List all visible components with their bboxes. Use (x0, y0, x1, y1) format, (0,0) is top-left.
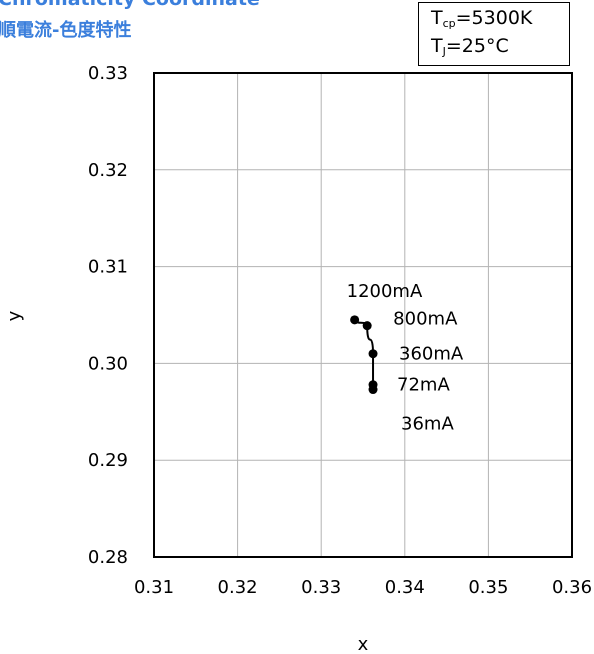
grid (154, 73, 572, 557)
x-tick-label: 0.33 (301, 577, 341, 598)
y-tick-label: 0.32 (88, 160, 128, 181)
chart-title: Chromaticity Coordinate (0, 0, 260, 10)
condition-tj-symbol: T (431, 35, 443, 57)
ticks: 0.31 0.32 0.33 0.34 0.35 0.36 0.28 0.29 0.30 0.31… (88, 63, 592, 598)
conditions-box: Tcp=5300K TJ=25°C (418, 2, 570, 66)
x-tick-label: 0.31 (134, 577, 174, 598)
x-tick-label: 0.35 (468, 577, 508, 598)
y-tick-label: 0.30 (88, 353, 128, 374)
condition-tj-value: =25°C (445, 35, 509, 57)
x-tick-label: 0.34 (385, 577, 425, 598)
y-tick-label: 0.28 (88, 547, 128, 568)
data-label: 360mA (399, 344, 464, 365)
condition-cct-value: =5300K (455, 7, 533, 29)
y-tick-label: 0.29 (88, 450, 128, 471)
data-label: 800mA (393, 309, 458, 330)
data-point (362, 321, 372, 331)
y-tick-label: 0.33 (88, 63, 128, 84)
data-point (350, 315, 360, 325)
x-axis-label: x (358, 634, 369, 654)
data-label: 1200mA (347, 281, 423, 302)
condition-cct: Tcp=5300K (431, 7, 532, 30)
condition-tj-subscript: J (442, 45, 446, 58)
condition-cct-symbol: T (431, 7, 443, 29)
data-label: 72mA (397, 375, 450, 396)
data-point (368, 380, 378, 390)
y-tick-label: 0.31 (88, 257, 128, 278)
data-point (368, 349, 378, 359)
data-label: 36mA (401, 414, 454, 435)
data-series: 36mA 72mA 360mA 800mA 1200mA (347, 281, 464, 435)
plot-frame (153, 72, 573, 558)
x-tick-label: 0.32 (218, 577, 258, 598)
x-tick-label: 0.36 (552, 577, 592, 598)
chart-subtitle: 順電流-色度特性 (0, 20, 132, 41)
condition-cct-subscript: cp (442, 17, 456, 30)
y-axis-label: y (4, 310, 25, 321)
condition-tj: TJ=25°C (431, 35, 509, 58)
